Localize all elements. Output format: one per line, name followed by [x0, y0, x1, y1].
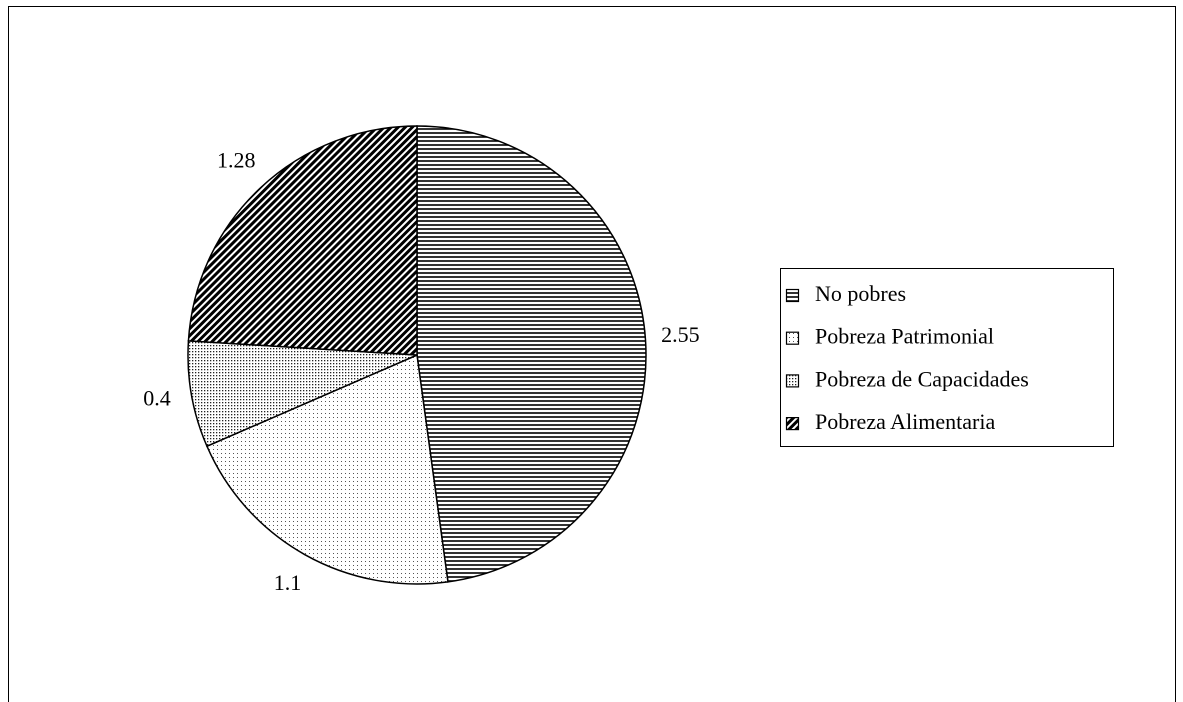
pie-slice — [187, 340, 418, 448]
legend-label: Pobreza Alimentaria — [815, 409, 995, 434]
legend-box — [780, 268, 1114, 447]
pie-slice — [205, 353, 449, 585]
legend-label: Pobreza Patrimonial — [815, 324, 994, 349]
data-label: 1.1 — [274, 570, 302, 595]
legend-label: No pobres — [815, 281, 906, 306]
chart-frame — [8, 6, 1176, 702]
legend-swatch — [785, 417, 800, 431]
data-label: 0.4 — [143, 386, 171, 411]
pie-slice — [416, 125, 647, 583]
legend-label: Pobreza de Capacidades — [815, 366, 1029, 391]
legend-swatch — [785, 288, 800, 303]
data-label: 2.55 — [661, 322, 700, 347]
data-label: 1.28 — [217, 148, 256, 173]
legend-swatch — [785, 331, 800, 345]
pie-slice — [187, 125, 418, 356]
legend-swatch — [785, 374, 800, 388]
